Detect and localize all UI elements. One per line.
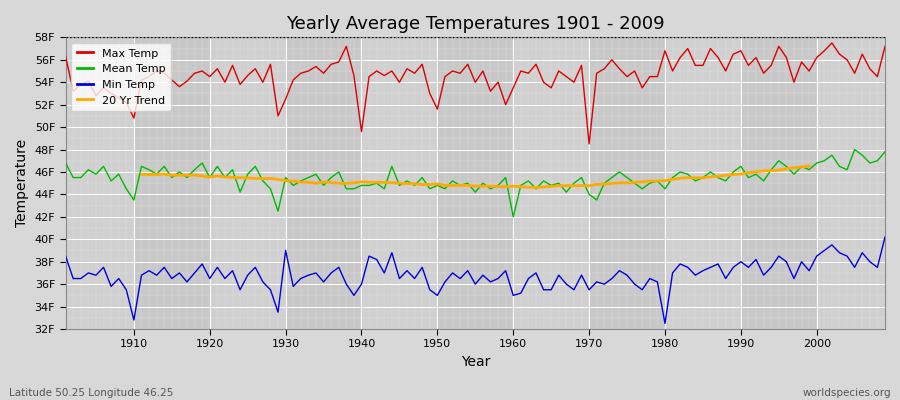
Bar — [134, 37, 210, 329]
Y-axis label: Temperature: Temperature — [15, 139, 29, 227]
Bar — [816, 37, 893, 329]
X-axis label: Year: Year — [461, 355, 490, 369]
Bar — [513, 37, 590, 329]
Bar — [362, 37, 437, 329]
Title: Yearly Average Temperatures 1901 - 2009: Yearly Average Temperatures 1901 - 2009 — [286, 15, 664, 33]
Text: worldspecies.org: worldspecies.org — [803, 388, 891, 398]
Text: Latitude 50.25 Longitude 46.25: Latitude 50.25 Longitude 46.25 — [9, 388, 174, 398]
Bar — [665, 37, 741, 329]
Bar — [210, 37, 285, 329]
Bar — [437, 37, 513, 329]
Bar — [285, 37, 362, 329]
Bar — [590, 37, 665, 329]
Bar — [741, 37, 816, 329]
Legend: Max Temp, Mean Temp, Min Temp, 20 Yr Trend: Max Temp, Mean Temp, Min Temp, 20 Yr Tre… — [71, 43, 171, 111]
Bar — [58, 37, 134, 329]
